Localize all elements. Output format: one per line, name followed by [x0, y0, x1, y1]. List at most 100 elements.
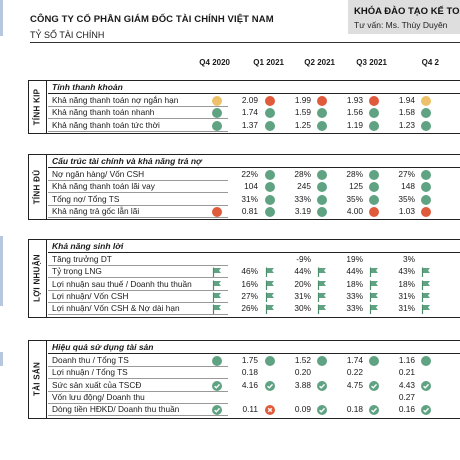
course-advisor: Tư vấn: Ms. Thùy Duyên [354, 20, 448, 30]
green-flag-icon [212, 280, 222, 290]
ratio-value: 1.23 [398, 119, 415, 130]
section-frame [28, 154, 460, 221]
ratio-row: Dòng tiền HĐKD/ Doanh thu thuần 0.11 0.09 0… [48, 404, 460, 417]
row-divider [48, 277, 228, 279]
green-dot-icon [317, 194, 327, 205]
green-dot-icon [317, 356, 327, 366]
red-dot-icon [369, 206, 379, 217]
ratio-value: 20% [294, 278, 311, 289]
section-side-text: LỢI NHUẬN [32, 254, 42, 303]
green-dot-icon [212, 356, 222, 366]
section-title: Hiệu quả sử dụng tài sản [52, 342, 154, 352]
row-divider [48, 366, 228, 367]
ratio-value: 0.09 [294, 404, 311, 415]
ratio-row: Nợ ngân hàng/ Vốn CSH 22% 28% 28% 27% [48, 169, 460, 181]
quarter-header: Q2 2021 [304, 58, 335, 67]
header-divider [30, 42, 460, 43]
ratio-value: 19% [346, 254, 363, 264]
section-title: Cấu trúc tài chính và khả năng trả nợ [52, 156, 202, 166]
ratio-value: 245 [297, 181, 311, 192]
green-dot-icon [369, 170, 379, 180]
ratio-value: 4.00 [346, 205, 363, 216]
ratio-value: 46% [241, 266, 258, 277]
red-dot-icon [212, 206, 222, 217]
section-side-label: LỢI NHUẬN [28, 239, 47, 318]
ratio-value: 4.75 [346, 379, 363, 390]
green-flag-icon [421, 280, 431, 290]
ratio-value: 1.16 [398, 355, 415, 365]
green-dot-icon [265, 182, 275, 193]
section-side-label: TÍNH ĐỦ [28, 154, 47, 221]
row-divider [48, 265, 228, 266]
section-title: Khả năng sinh lời [52, 241, 124, 251]
ratio-value: 0.22 [346, 367, 363, 378]
ratio-label: Khả năng thanh toán nợ ngắn hạn [52, 95, 179, 105]
ratio-value: 31% [398, 290, 415, 301]
green-dot-icon [265, 120, 275, 131]
green-dot-icon [317, 182, 327, 193]
ratio-value: 1.59 [294, 107, 311, 118]
green-flag-icon [212, 292, 222, 302]
ratio-label: Nợ ngân hàng/ Vốn CSH [52, 169, 145, 179]
ratio-label: Doanh thu / Tổng TS [52, 355, 129, 365]
ratio-value: 33% [346, 290, 363, 301]
green-dot-icon [265, 206, 275, 217]
row-divider [48, 402, 228, 404]
section-side-text: TÍNH ĐỦ [32, 169, 42, 205]
row-divider [48, 390, 228, 392]
check-icon [265, 380, 275, 391]
ratio-value: 22% [241, 169, 258, 179]
ratio-section: TÍNH KIP Tính thanh khoản Khả năng thanh t… [28, 80, 460, 134]
report-subtitle: TỶ SỐ TÀI CHÍNH [30, 30, 105, 40]
ratio-value: 0.21 [398, 367, 415, 378]
row-divider [48, 289, 228, 291]
ratio-row: Tổng nợ/ Tổng TS 31% 33% 35% 35% [48, 193, 460, 206]
row-divider [48, 314, 228, 316]
ratio-label: Khả năng thanh toán tức thời [52, 119, 160, 130]
ratio-row: Khả năng thanh toán nhanh 1.74 1.59 1.56 1.5… [48, 107, 460, 120]
left-edge-marker [0, 352, 3, 366]
ratio-label: Lợi nhuận/ Vốn CSH & Nợ dài hạn [52, 303, 180, 314]
green-dot-icon [369, 108, 379, 119]
ratio-row: Lợi nhuận sau thuế / Doanh thu thuần 16% 2… [48, 278, 460, 291]
section-title-divider [48, 353, 460, 354]
check-icon [212, 380, 222, 391]
x-mark-icon [265, 405, 275, 416]
ratio-value: 18% [346, 278, 363, 289]
green-flag-icon [317, 280, 327, 290]
section-side-label: TÍNH KIP [28, 80, 47, 134]
green-flag-icon [212, 304, 222, 315]
ratio-value: 1.75 [241, 355, 258, 365]
section-side-label: TÀI SẢN [28, 340, 47, 419]
green-flag-icon [421, 267, 431, 278]
ratio-label: Vốn lưu động/ Doanh thu [52, 391, 145, 402]
green-dot-icon [265, 356, 275, 366]
ratio-value: 3.19 [294, 205, 311, 216]
ratio-label: Lợi nhuận / Tổng TS [52, 367, 128, 378]
ratio-value: 28% [294, 169, 311, 179]
green-dot-icon [317, 120, 327, 131]
ratio-value: 104 [244, 181, 258, 192]
ratio-value: 33% [294, 193, 311, 204]
section-frame [28, 239, 460, 318]
green-dot-icon [421, 356, 431, 366]
green-flag-icon [265, 304, 275, 315]
ratio-value: 18% [398, 278, 415, 289]
green-flag-icon [369, 267, 379, 278]
green-dot-icon [317, 170, 327, 180]
ratio-row: Sức sản xuất của TSCĐ 4.16 3.88 4.75 4.43 [48, 379, 460, 392]
yellow-dot-icon [212, 96, 222, 106]
row-divider [48, 106, 228, 107]
ratio-value: 0.16 [398, 404, 415, 415]
check-icon [317, 380, 327, 391]
ratio-value: 0.18 [241, 367, 258, 378]
ratio-row: Vốn lưu động/ Doanh thu 0.27 [48, 391, 460, 404]
check-icon [317, 405, 327, 416]
check-icon [369, 380, 379, 391]
left-edge-marker [0, 0, 3, 36]
green-flag-icon [369, 292, 379, 302]
green-flag-icon [421, 292, 431, 302]
ratio-value: 35% [346, 193, 363, 204]
ratio-value: 1.74 [241, 107, 258, 118]
ratio-value: 3.88 [294, 379, 311, 390]
